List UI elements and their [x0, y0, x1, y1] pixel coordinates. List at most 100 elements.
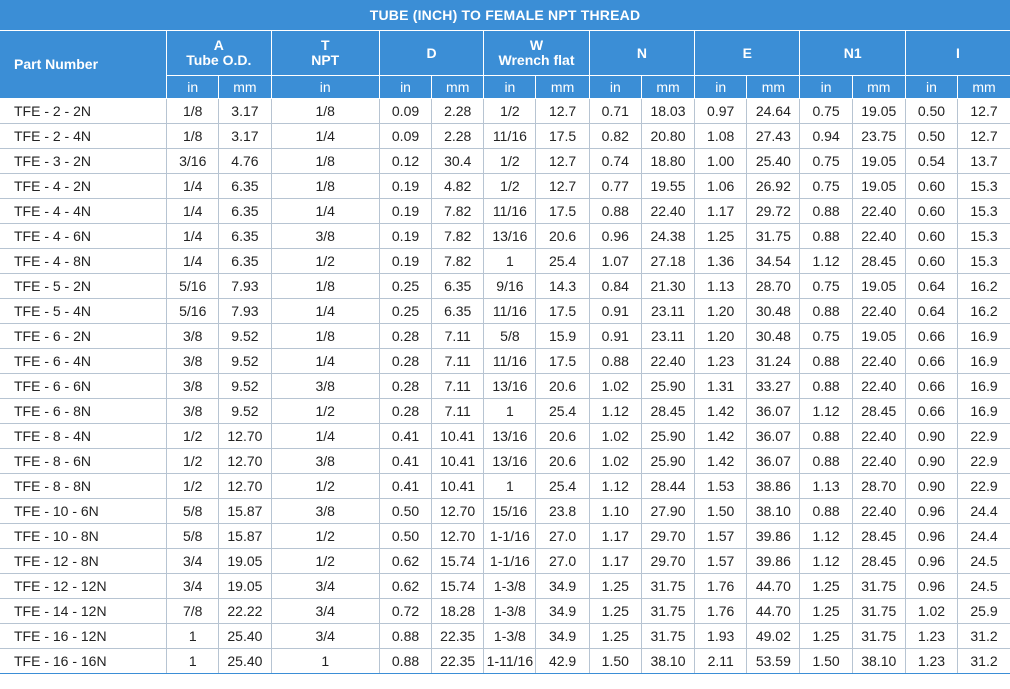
n1-in-cell: 1.13 [799, 473, 853, 499]
d-mm-cell: 18.28 [431, 598, 485, 624]
i-mm-cell: 15.3 [957, 198, 1010, 224]
n1-mm-cell: 31.75 [852, 598, 906, 624]
d-in-cell: 0.41 [379, 423, 433, 449]
tube-od-mm-cell: 6.35 [218, 173, 272, 199]
wrench-flat-in-cell: 11/16 [483, 123, 537, 149]
table-row: TFE - 16 - 12N 1 25.40 3/4 0.88 22.35 1-3/8 34.… [0, 623, 1010, 649]
wrench-flat-mm-cell: 20.6 [535, 223, 590, 249]
table-row: TFE - 4 - 2N 1/4 6.35 1/8 0.19 4.82 1/2 12.7 0.7… [0, 173, 1010, 199]
e-header: E [694, 30, 801, 76]
e-mm-cell: 31.24 [746, 348, 801, 374]
n-in-cell: 0.91 [589, 323, 642, 349]
part-number-cell: TFE - 5 - 4N [0, 298, 168, 324]
d-mm-cell: 22.35 [431, 648, 485, 674]
npt-in-cell: 1/2 [271, 548, 380, 574]
wrench-flat-header: W Wrench flat [483, 30, 590, 76]
d-in-cell: 0.19 [379, 198, 433, 224]
d-in-cell: 0.50 [379, 523, 433, 549]
tube-od-in-cell: 5/16 [166, 273, 220, 299]
tube-od-in-cell: 1/8 [166, 98, 220, 124]
wrench-flat-in-cell: 1 [483, 473, 537, 499]
wrench-flat-mm-cell: 12.7 [535, 98, 590, 124]
n-header: N [589, 30, 696, 76]
i-mm-cell: 31.2 [957, 648, 1010, 674]
n-in-cell: 1.12 [589, 473, 642, 499]
tube-od-mm-cell: 25.40 [218, 648, 272, 674]
tube-od-in-cell: 1 [166, 648, 220, 674]
part-number-cell: TFE - 4 - 4N [0, 198, 168, 224]
n1-in-cell: 0.88 [799, 348, 853, 374]
e-in-cell: 2.11 [694, 648, 748, 674]
n1-in-cell: 0.88 [799, 423, 853, 449]
n-in-cell: 1.17 [589, 523, 642, 549]
n-mm-cell: 29.70 [641, 548, 696, 574]
d-in-cell: 0.50 [379, 498, 433, 524]
n-in-cell: 0.96 [589, 223, 642, 249]
e-mm-cell: 26.92 [746, 173, 801, 199]
n-in-cell: 0.74 [589, 148, 642, 174]
n-in-cell: 1.25 [589, 598, 642, 624]
i-in-cell: 0.90 [905, 448, 959, 474]
d-in-cell: 0.19 [379, 248, 433, 274]
i-in-cell: 0.96 [905, 548, 959, 574]
e-in-cell: 1.57 [694, 523, 748, 549]
tube-od-in-cell: 5/8 [166, 498, 220, 524]
d-mm-cell: 7.11 [431, 398, 485, 424]
wrench-flat-mm-cell: 14.3 [535, 273, 590, 299]
n1-mm-cell: 22.40 [852, 373, 906, 399]
d-in-cell: 0.25 [379, 298, 433, 324]
n-mm-cell: 22.40 [641, 348, 696, 374]
n-mm-cell: 31.75 [641, 598, 696, 624]
unit-in: in [271, 75, 380, 99]
part-number-cell: TFE - 2 - 4N [0, 123, 168, 149]
unit-in: in [589, 75, 642, 99]
d-mm-cell: 4.82 [431, 173, 485, 199]
npt-in-cell: 1 [271, 648, 380, 674]
n-mm-cell: 38.10 [641, 648, 696, 674]
tube-od-mm-cell: 6.35 [218, 248, 272, 274]
wrench-flat-mm-cell: 34.9 [535, 573, 590, 599]
i-in-cell: 0.96 [905, 573, 959, 599]
wrench-flat-mm-cell: 20.6 [535, 373, 590, 399]
d-mm-cell: 12.70 [431, 498, 485, 524]
n-in-cell: 0.77 [589, 173, 642, 199]
d-in-cell: 0.88 [379, 648, 433, 674]
wrench-flat-mm-cell: 34.9 [535, 598, 590, 624]
n1-in-cell: 0.88 [799, 498, 853, 524]
wrench-flat-in-cell: 1/2 [483, 173, 537, 199]
tube-od-mm-cell: 12.70 [218, 473, 272, 499]
e-in-cell: 1.00 [694, 148, 748, 174]
i-mm-cell: 12.7 [957, 123, 1010, 149]
e-in-cell: 1.76 [694, 598, 748, 624]
tube-od-mm-cell: 7.93 [218, 298, 272, 324]
n1-in-cell: 1.12 [799, 548, 853, 574]
d-mm-cell: 6.35 [431, 273, 485, 299]
e-mm-cell: 27.43 [746, 123, 801, 149]
i-in-cell: 0.60 [905, 223, 959, 249]
i-mm-cell: 16.2 [957, 298, 1010, 324]
wrench-flat-in-cell: 13/16 [483, 223, 537, 249]
d-in-cell: 0.41 [379, 473, 433, 499]
n1-in-cell: 1.50 [799, 648, 853, 674]
n1-mm-cell: 19.05 [852, 323, 906, 349]
wrench-flat-in-cell: 1/2 [483, 148, 537, 174]
i-in-cell: 0.50 [905, 98, 959, 124]
tube-od-in-cell: 3/8 [166, 398, 220, 424]
n1-mm-cell: 28.45 [852, 548, 906, 574]
wrench-flat-in-cell: 5/8 [483, 323, 537, 349]
wrench-flat-in-cell: 1-11/16 [483, 648, 537, 674]
wrench-flat-in-cell: 1-3/8 [483, 598, 537, 624]
wrench-flat-desc: Wrench flat [498, 52, 575, 68]
e-in-cell: 1.08 [694, 123, 748, 149]
d-in-cell: 0.25 [379, 273, 433, 299]
table-row: TFE - 4 - 8N 1/4 6.35 1/2 0.19 7.82 1 25.4 1.07 2… [0, 248, 1010, 274]
unit-in: in [483, 75, 537, 99]
wrench-flat-in-cell: 13/16 [483, 448, 537, 474]
d-in-cell: 0.09 [379, 98, 433, 124]
unit-row: in mm in in mm in mm in mm in mm in mm i… [0, 75, 1010, 99]
i-mm-cell: 16.9 [957, 398, 1010, 424]
i-mm-cell: 31.2 [957, 623, 1010, 649]
i-mm-cell: 25.9 [957, 598, 1010, 624]
part-number-cell: TFE - 4 - 6N [0, 223, 168, 249]
table-row: TFE - 8 - 4N 1/2 12.70 1/4 0.41 10.41 13/16 20.… [0, 423, 1010, 449]
